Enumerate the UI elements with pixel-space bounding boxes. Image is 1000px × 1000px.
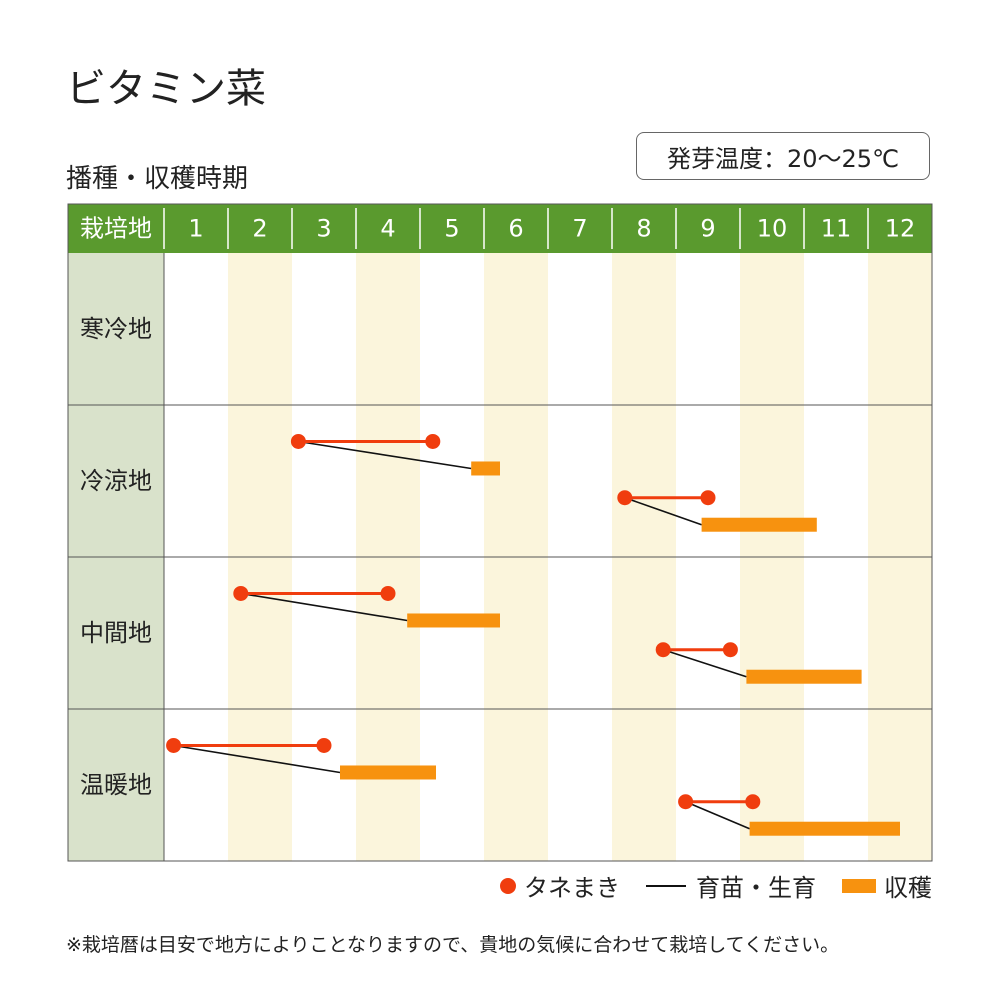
legend-label-growing: 育苗・生育 <box>696 874 816 902</box>
growing-line <box>624 496 702 526</box>
region-label: 寒冷地 <box>80 315 152 343</box>
month-label: 6 <box>508 215 523 243</box>
month-label: 4 <box>380 215 395 243</box>
legend-item-growing: 育苗・生育 <box>646 868 816 903</box>
harvest-bar <box>749 821 900 836</box>
sowing-end-dot <box>316 737 332 753</box>
month-label: 7 <box>572 215 587 243</box>
harvest-bar <box>746 669 862 684</box>
month-label: 10 <box>757 215 788 243</box>
growing-line <box>240 592 408 622</box>
region-label: 冷涼地 <box>80 467 152 495</box>
sowing-end-dot <box>380 585 396 601</box>
region-label: 温暖地 <box>80 771 152 799</box>
month-label: 1 <box>188 215 203 243</box>
harvest-bar <box>407 613 500 628</box>
harvest-bar <box>701 517 817 532</box>
chart-border <box>67 203 933 862</box>
month-label: 2 <box>252 215 267 243</box>
growing-line <box>662 648 747 678</box>
sowing-end-dot <box>722 642 738 658</box>
growing-line-icon <box>646 884 686 887</box>
page-title: ビタミン菜 <box>66 66 266 112</box>
sowing-start-dot <box>166 737 182 753</box>
legend-item-harvest: 収穫 <box>842 868 932 903</box>
sowing-dot-icon <box>500 877 516 894</box>
harvest-bar <box>340 765 436 780</box>
month-label: 11 <box>821 215 852 243</box>
legend: タネまき 育苗・生育 収穫 <box>474 868 932 903</box>
growing-line <box>685 800 750 830</box>
sowing-start-dot <box>233 585 249 601</box>
month-label: 12 <box>885 215 916 243</box>
month-label: 9 <box>700 215 715 243</box>
header-label-region: 栽培地 <box>80 215 152 243</box>
legend-label-harvest: 収穫 <box>884 874 932 902</box>
header-row <box>68 204 932 253</box>
sowing-start-dot <box>290 433 306 449</box>
month-label: 5 <box>444 215 459 243</box>
harvest-bar <box>471 461 500 476</box>
sowing-start-dot <box>678 794 694 810</box>
footnote: ※栽培暦は目安で地方によりことなりますので、貴地の気候に合わせて栽培してください… <box>66 934 840 956</box>
region-label: 中間地 <box>80 619 152 647</box>
germination-temp-badge: 発芽温度：20～25℃ <box>636 132 930 180</box>
month-label: 3 <box>316 215 331 243</box>
chart-subtitle: 播種・収穫時期 <box>66 164 249 194</box>
sowing-start-dot <box>655 642 671 658</box>
legend-label-sowing: タネまき <box>524 874 620 902</box>
sowing-start-dot <box>617 490 633 506</box>
growing-line <box>173 744 341 774</box>
growing-line <box>298 440 472 470</box>
legend-item-sowing: タネまき <box>500 868 620 903</box>
month-label: 8 <box>636 215 651 243</box>
harvest-bar-icon <box>842 878 876 893</box>
sowing-end-dot <box>745 794 761 810</box>
sowing-end-dot <box>425 433 441 449</box>
sowing-end-dot <box>700 490 716 506</box>
